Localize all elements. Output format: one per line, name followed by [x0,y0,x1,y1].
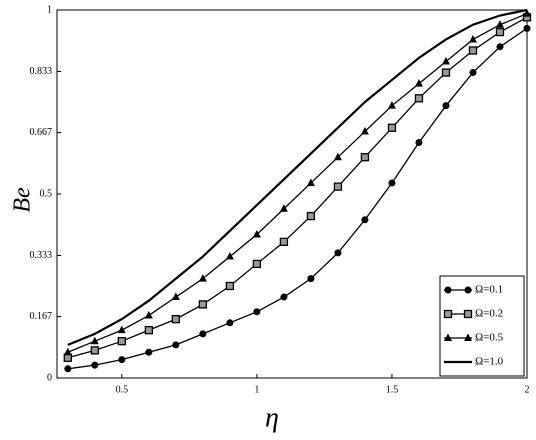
legend-label: Ω=0.1 [475,284,503,296]
x-tick-label: 1 [254,384,259,395]
marker [495,20,504,28]
marker [91,361,99,369]
marker [442,102,450,110]
x-tick-label: 1.5 [386,384,399,395]
marker [145,348,153,356]
marker [144,310,153,319]
marker [495,27,505,37]
series-line [67,27,528,370]
marker [469,69,477,77]
legend-label: Ω=0.2 [475,308,503,320]
marker [360,126,369,135]
x-tick-label: 0.5 [116,384,129,395]
series-line [67,13,528,353]
marker [252,229,261,238]
marker [144,326,153,335]
marker [468,34,477,43]
marker [523,24,531,32]
marker [172,341,180,349]
marker [443,309,453,319]
marker [199,330,207,338]
marker [253,308,261,316]
marker [252,259,262,269]
marker [333,182,343,191]
series-line [67,16,528,359]
marker [441,68,451,77]
marker [90,336,99,345]
marker [464,286,472,294]
marker [306,211,316,221]
marker [64,365,72,373]
marker [360,153,370,162]
y-tick-label: 0.333 [30,250,53,261]
marker [414,94,424,103]
marker [198,274,207,282]
marker [225,281,235,291]
marker [117,337,126,346]
marker [444,286,452,294]
marker [198,300,208,309]
marker [63,353,72,362]
marker [415,138,423,146]
legend-label: Ω=1.0 [475,356,504,368]
marker [279,237,289,246]
y-tick-label: 0.167 [30,311,53,322]
marker [118,356,126,364]
y-tick-label: 0.667 [30,127,53,138]
marker [414,79,423,87]
x-tick-label: 2 [525,384,530,395]
marker [279,204,288,212]
marker [280,293,288,301]
marker [90,346,99,355]
x-axis-label: η [265,402,279,433]
marker [523,9,531,17]
marker [468,46,478,55]
y-tick-label: 0.833 [30,66,53,77]
marker [334,249,342,257]
y-tick-label: 1 [47,4,52,15]
marker [307,275,315,283]
y-tick-label: 0 [47,372,52,383]
marker [171,314,181,324]
legend-box [439,275,525,377]
y-tick-label: 0.5 [40,188,53,199]
marker [441,57,450,65]
legend-label: Ω=0.5 [475,332,504,344]
marker [333,152,342,161]
marker [225,252,234,260]
marker [463,309,473,319]
marker [444,333,452,341]
marker [171,292,180,301]
marker [226,319,234,327]
marker [387,101,396,109]
marker [387,123,397,132]
marker [306,178,315,186]
marker [388,179,396,187]
series-line [67,8,528,346]
marker [63,347,72,356]
marker [464,333,472,341]
marker [361,216,369,224]
marker [117,325,126,334]
marker [496,43,504,51]
y-axis-label: Be [10,187,36,213]
